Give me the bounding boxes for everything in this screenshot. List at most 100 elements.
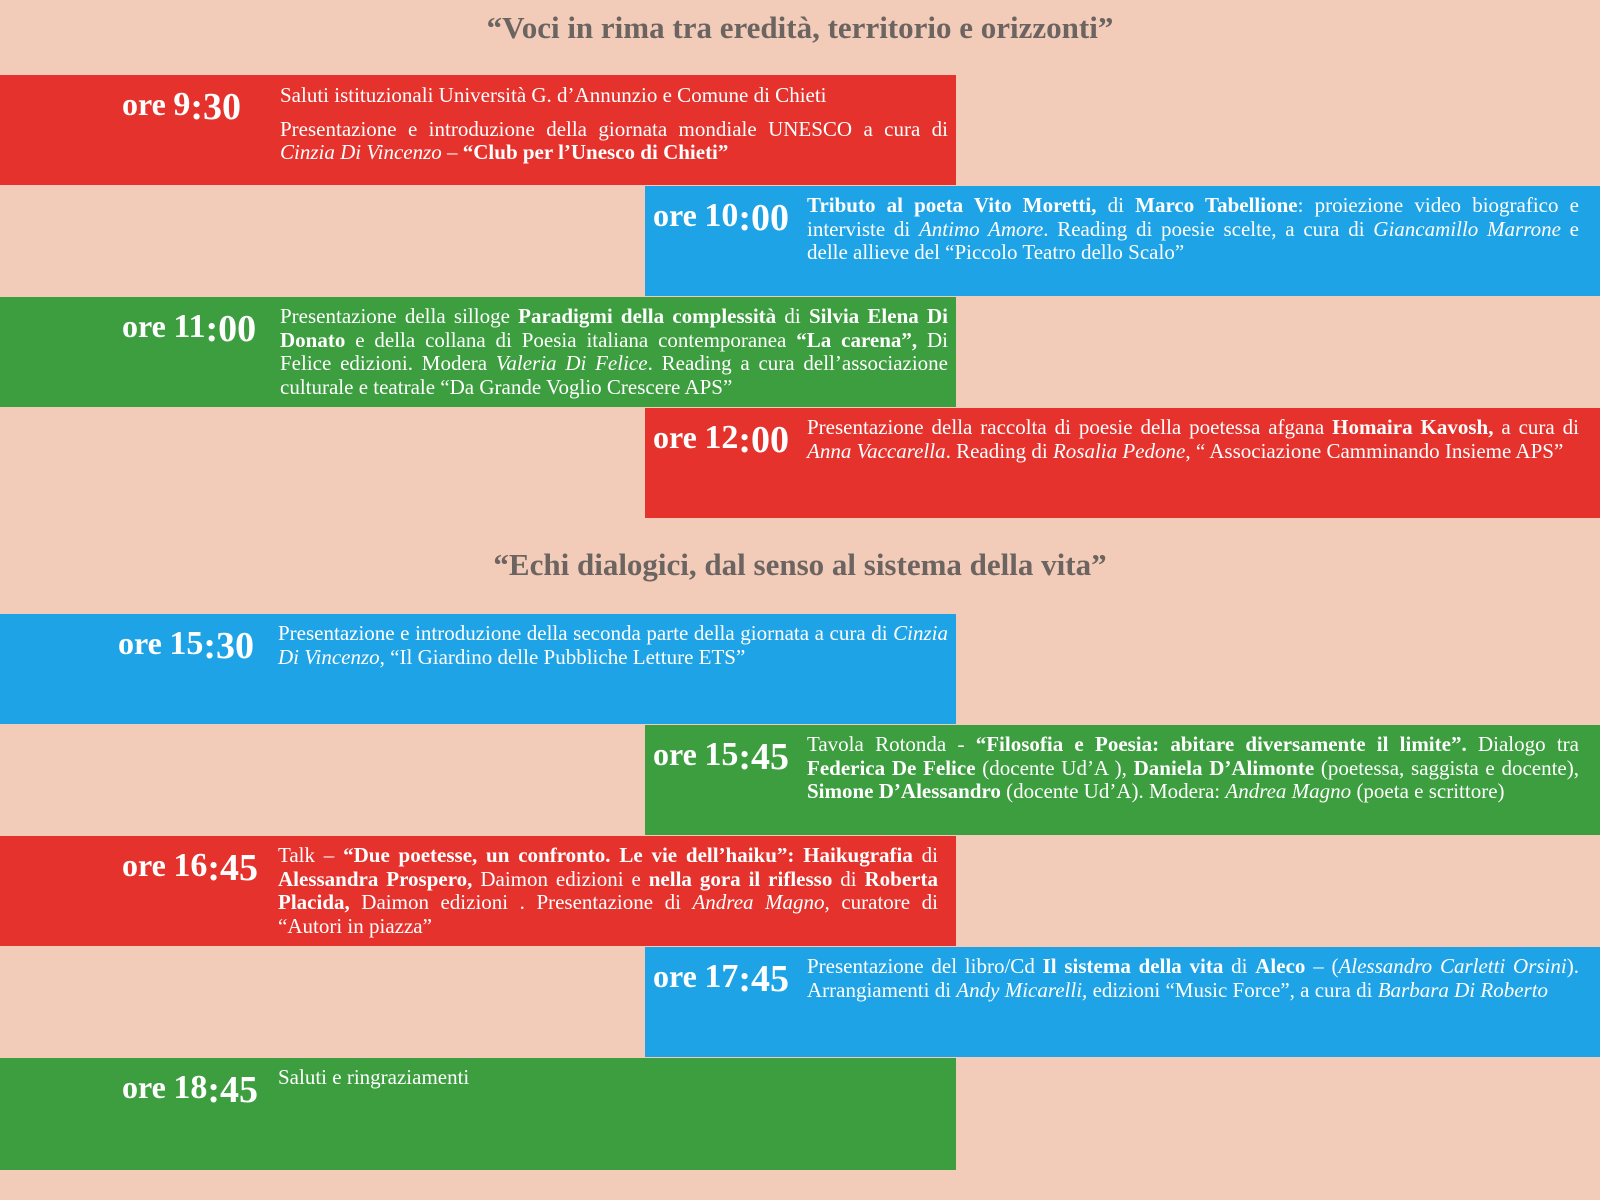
desc-text: Di Felice edizioni. Modera <box>280 327 949 375</box>
desc-person: Alessandro Carletti Orsini <box>1338 954 1567 978</box>
time-hour: 15 <box>169 625 204 662</box>
desc-text: ). Arrangiamenti di <box>807 954 1579 1002</box>
desc-text: Talk – <box>278 843 344 867</box>
desc-text: di <box>1096 193 1136 217</box>
desc-person: Antimo Amore <box>918 216 1044 241</box>
event-time: ore 11:00 <box>122 303 257 350</box>
desc-person: Andrea Magno, <box>692 890 830 914</box>
desc-text: Presentazione e introduzione della secon… <box>278 621 894 645</box>
desc-text: Presentazione e introduzione della giorn… <box>280 116 873 141</box>
event-description: Presentazione della raccolta di poesie d… <box>807 415 1579 463</box>
desc-person: Valeria Di Felice <box>495 351 648 375</box>
time-minutes: :00 <box>738 197 789 239</box>
desc-bold: Alessandra Prospero, <box>278 866 473 891</box>
desc-text: – <box>441 140 463 164</box>
event-1745: ore 17:45 Presentazione del libro/Cd Il … <box>645 947 1600 1057</box>
desc-text: (docente Ud’A ), <box>975 755 1134 780</box>
desc-person: Andrea Magno <box>1225 779 1352 803</box>
event-1000: ore 10:00 Tributo al poeta Vito Moretti,… <box>645 186 1600 296</box>
time-hour: 11 <box>173 308 206 345</box>
desc-person: Anna Vaccarella <box>807 438 946 463</box>
time-ore: ore <box>122 847 166 883</box>
time-minutes: :45 <box>207 847 258 889</box>
time-hour: 18 <box>173 1069 208 1106</box>
desc-text: di <box>776 304 809 328</box>
desc-line: Presentazione e introduzione della giorn… <box>280 116 948 165</box>
desc-person: Barbara Di Roberto <box>1377 977 1549 1002</box>
desc-text: – ( <box>1305 954 1339 978</box>
desc-text: (docente Ud’A). Modera: <box>1000 779 1226 803</box>
desc-text: . Reading di <box>945 438 1053 463</box>
event-time: ore 15:45 <box>653 731 789 778</box>
event-description: Saluti e ringraziamenti <box>278 1065 938 1090</box>
desc-line: Saluti istituzionali Università G. d’Ann… <box>280 83 827 107</box>
event-description: Talk – “Due poetesse, un confronto. Le v… <box>278 843 938 938</box>
time-ore: ore <box>653 736 697 772</box>
desc-bold: Paradigmi della complessità <box>518 304 777 328</box>
desc-text: : proiezione video biografico e intervis… <box>807 193 1579 241</box>
time-minutes: :45 <box>738 958 789 1000</box>
desc-text: Presentazione della raccolta di poesie d… <box>807 415 1333 439</box>
desc-bold: Marco Tabellione <box>1135 193 1298 217</box>
desc-bold: “La carena”, <box>796 327 918 352</box>
time-ore: ore <box>122 1069 166 1105</box>
time-minutes: :30 <box>190 86 241 128</box>
event-time: ore 18:45 <box>122 1064 258 1111</box>
desc-person: Rosalia Pedone <box>1052 438 1186 463</box>
desc-text: di <box>1223 954 1256 978</box>
desc-text: , “ Associazione Camminando Insieme APS” <box>1185 438 1564 463</box>
desc-bold: Daniela D’Alimonte <box>1133 755 1315 780</box>
event-description: Presentazione e introduzione della secon… <box>278 621 948 669</box>
event-time: ore 15:30 <box>118 620 254 667</box>
event-1100: ore 11:00 Presentazione della silloge Pa… <box>0 297 956 407</box>
desc-text: Daimon edizioni . Presentazione di <box>349 890 693 914</box>
time-minutes: :00 <box>205 308 257 350</box>
desc-text: (poetessa, saggista e docente), <box>1314 755 1579 780</box>
desc-bold: Tributo al poeta Vito Moretti, <box>807 193 1097 217</box>
event-description: Tavola Rotonda - “Filosofia e Poesia: ab… <box>807 732 1579 804</box>
event-description: Saluti istituzionali Università G. d’Ann… <box>280 83 948 165</box>
desc-person: Andy Micarelli, <box>956 977 1088 1002</box>
event-1200: ore 12:00 Presentazione della raccolta d… <box>645 408 1600 518</box>
desc-text: Daimon edizioni e <box>472 866 649 891</box>
desc-bold: nella gora il riflesso <box>648 866 833 891</box>
time-hour: 17 <box>704 958 739 995</box>
desc-text: Saluti e ringraziamenti <box>278 1065 470 1089</box>
event-description: Presentazione del libro/Cd Il sistema de… <box>807 954 1579 1002</box>
desc-person: Cinzia Di Vincenzo <box>280 140 442 164</box>
desc-bold: Roberta Placida, <box>278 866 938 914</box>
time-ore: ore <box>653 958 697 994</box>
desc-bold: Silvia Elena Di Donato <box>280 304 948 352</box>
event-1645: ore 16:45 Talk – “Due poetesse, un confr… <box>0 836 956 946</box>
time-ore: ore <box>653 419 697 455</box>
desc-text: . Reading a cura dell’associazione cultu… <box>280 351 949 399</box>
time-hour: 16 <box>173 847 208 884</box>
desc-text: edizioni “Music Force”, a cura di <box>1087 977 1378 1002</box>
desc-bold: “Filosofia e Poesia: abitare diversament… <box>975 732 1467 756</box>
time-minutes: :30 <box>203 625 254 667</box>
event-1845: ore 18:45 Saluti e ringraziamenti <box>0 1058 956 1170</box>
event-description: Tributo al poeta Vito Moretti, di Marco … <box>807 193 1579 265</box>
desc-text: curatore di “Autori in piazza” <box>278 890 938 938</box>
desc-person: Cinzia Di Vincenzo <box>278 621 948 669</box>
desc-text: , “Il Giardino delle Pubbliche Letture E… <box>379 644 746 669</box>
time-ore: ore <box>122 86 166 122</box>
event-1545: ore 15:45 Tavola Rotonda - “Filosofia e … <box>645 725 1600 835</box>
event-time: ore 12:00 <box>653 414 789 461</box>
event-time: ore 16:45 <box>122 842 258 889</box>
event-time: ore 9:30 <box>122 81 241 128</box>
desc-text: Dialogo tra <box>1466 732 1579 756</box>
desc-text: Tavola Rotonda - <box>807 732 976 756</box>
section-title-morning: “Voci in rima tra eredità, territorio e … <box>486 10 1114 45</box>
desc-text: (poeta e scrittore) <box>1351 779 1505 803</box>
section-title-afternoon: “Echi dialogici, dal senso al sistema de… <box>493 547 1107 582</box>
desc-text: di <box>912 843 938 867</box>
desc-text: a cura di <box>1493 415 1579 439</box>
event-description: Presentazione della silloge Paradigmi de… <box>280 304 949 399</box>
desc-org: “Club per l’Unesco di Chieti” <box>462 140 729 164</box>
time-minutes: :45 <box>207 1069 258 1111</box>
desc-text: e della collana di Poesia italiana conte… <box>345 327 797 352</box>
event-time: ore 10:00 <box>653 192 789 239</box>
desc-bold: Homaira Kavosh, <box>1332 415 1494 439</box>
time-minutes: :00 <box>738 419 789 461</box>
